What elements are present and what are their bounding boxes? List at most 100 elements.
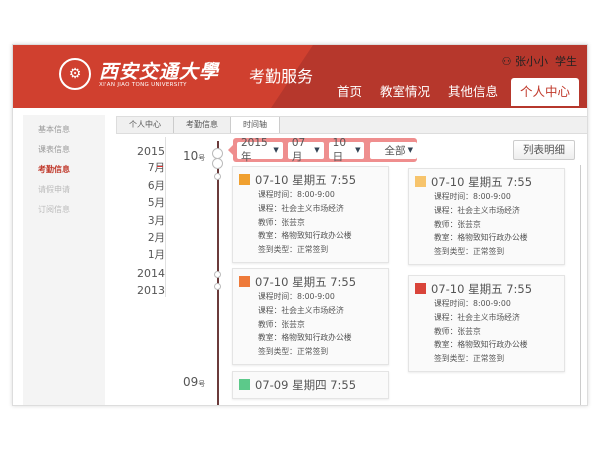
chevron-down-icon: ▼ bbox=[355, 146, 361, 154]
card-field-time: 课程时间：8:00-9:00 bbox=[409, 190, 564, 204]
breadcrumb-item[interactable]: 考勤信息 bbox=[174, 117, 231, 133]
card-datetime: 07-10 星期五 7:55 bbox=[255, 172, 357, 187]
card-field-course: 课程：社会主义市场经济 bbox=[233, 304, 388, 318]
year-item[interactable]: 2015 bbox=[137, 145, 165, 158]
card-field-type: 签到类型：正常签到 bbox=[409, 352, 564, 366]
card-datetime: 07-10 星期五 7:55 bbox=[431, 281, 533, 296]
user-name: 张小小 bbox=[515, 55, 548, 68]
sidebar-item-leave[interactable]: 请假申请 bbox=[38, 185, 70, 194]
date-filter-bar: 2015年 ▼ 07月 ▼ 10日 ▼ 全部 ▼ bbox=[228, 137, 417, 163]
type-select[interactable]: 全部 ▼ bbox=[370, 141, 417, 159]
day-number: 09 bbox=[183, 375, 199, 389]
nav-classroom[interactable]: 教室情况 bbox=[379, 84, 430, 99]
card-field-type: 签到类型：正常签到 bbox=[233, 243, 388, 257]
month-item[interactable]: 6月 bbox=[147, 179, 165, 192]
field-label: 课程时间： bbox=[434, 299, 473, 308]
card-field-room: 教室：格物致知行政办公楼 bbox=[409, 231, 564, 245]
card-field-time: 课程时间：8:00-9:00 bbox=[233, 290, 388, 304]
card-field-teacher: 教师：张芸京 bbox=[409, 218, 564, 232]
card-title: 07-10 星期五 7:55 bbox=[409, 173, 564, 190]
month-item[interactable]: 5月 bbox=[147, 197, 165, 210]
field-value: 8:00-9:00 bbox=[472, 192, 511, 201]
field-label: 课程： bbox=[434, 312, 458, 322]
year-select[interactable]: 2015年 ▼ bbox=[237, 137, 283, 163]
field-value: 格物致知行政办公楼 bbox=[457, 340, 528, 350]
attendance-card[interactable]: 07-10 星期五 7:55 课程时间：8:00-9:00 课程：社会主义市场经济教… bbox=[232, 166, 389, 263]
attendance-type-icon bbox=[415, 176, 426, 187]
card-field-room: 教室：格物致知行政办公楼 bbox=[409, 338, 564, 352]
sidebar: 基本信息 课表信息 考勤信息 请假申请 订阅信息 bbox=[23, 115, 105, 405]
field-label: 签到类型： bbox=[258, 245, 297, 255]
day-suffix: 号 bbox=[198, 154, 206, 162]
sidebar-item-attendance[interactable]: 考勤信息 bbox=[38, 165, 70, 174]
month-value: 07月 bbox=[291, 136, 306, 163]
field-label: 教室： bbox=[434, 340, 458, 350]
field-label: 教室： bbox=[258, 231, 282, 241]
field-label: 课程时间： bbox=[434, 192, 473, 201]
timeline-node bbox=[214, 173, 221, 180]
attendance-card[interactable]: 07-10 星期五 7:55 课程时间：8:00-9:00 课程：社会主义市场经济教… bbox=[232, 268, 389, 365]
card-title: 07-10 星期五 7:55 bbox=[233, 273, 388, 290]
field-label: 签到类型： bbox=[258, 347, 297, 357]
field-label: 教师： bbox=[434, 326, 458, 336]
month-select[interactable]: 07月 ▼ bbox=[287, 137, 324, 163]
year-item[interactable]: 2014 bbox=[137, 266, 165, 280]
attendance-type-icon bbox=[239, 379, 250, 390]
year-month-list: 2015 7月 6月 5月 3月 2月 1月 2014 2013 bbox=[123, 143, 165, 300]
field-value: 格物致知行政办公楼 bbox=[457, 233, 528, 243]
university-logo-text: 西安交通大學 bbox=[99, 61, 220, 83]
field-value: 张芸京 bbox=[281, 319, 305, 329]
field-value: 正常签到 bbox=[472, 354, 505, 364]
field-label: 课程： bbox=[434, 205, 458, 215]
field-label: 课程： bbox=[258, 203, 282, 213]
field-value: 8:00-9:00 bbox=[472, 299, 511, 308]
nav-home[interactable]: 首页 bbox=[336, 84, 362, 99]
header: ⚙ 西安交通大學 XI'AN JIAO TONG UNIVERSITY 考勤服务… bbox=[13, 45, 587, 108]
field-label: 课程： bbox=[258, 305, 282, 315]
attendance-card[interactable]: 07-09 星期四 7:55 bbox=[232, 371, 389, 399]
field-label: 课程时间： bbox=[258, 292, 297, 301]
card-field-course: 课程：社会主义市场经济 bbox=[409, 204, 564, 218]
nav-other-info[interactable]: 其他信息 bbox=[447, 84, 498, 99]
month-item[interactable]: 1月 bbox=[147, 249, 165, 262]
attendance-card[interactable]: 07-10 星期五 7:55 课程时间：8:00-9:00 课程：社会主义市场经济教… bbox=[408, 168, 565, 265]
field-value: 正常签到 bbox=[472, 247, 505, 257]
field-value: 张芸京 bbox=[457, 219, 481, 229]
day-value: 10日 bbox=[332, 136, 347, 163]
field-label: 教师： bbox=[258, 319, 282, 329]
nav-personal-center[interactable]: 个人中心 bbox=[510, 78, 579, 106]
field-value: 社会主义市场经济 bbox=[281, 203, 344, 213]
timeline-node bbox=[212, 158, 223, 169]
sidebar-item-subscription[interactable]: 订阅信息 bbox=[38, 205, 70, 214]
user-info[interactable]: ⚇ 张小小 学生 bbox=[502, 53, 577, 69]
month-item[interactable]: 7月 bbox=[147, 162, 165, 175]
scrollbar[interactable] bbox=[580, 165, 581, 405]
month-item[interactable]: 3月 bbox=[147, 214, 165, 227]
field-value: 张芸京 bbox=[457, 326, 481, 336]
month-item[interactable]: 2月 bbox=[147, 231, 165, 244]
field-value: 8:00-9:00 bbox=[296, 190, 335, 199]
year-item[interactable]: 2013 bbox=[137, 284, 165, 298]
field-value: 社会主义市场经济 bbox=[281, 305, 344, 315]
card-field-type: 签到类型：正常签到 bbox=[233, 345, 388, 359]
list-detail-button[interactable]: 列表明细 bbox=[513, 140, 575, 160]
field-value: 社会主义市场经济 bbox=[457, 205, 520, 215]
card-title: 07-10 星期五 7:55 bbox=[409, 280, 564, 297]
field-label: 教室： bbox=[258, 333, 282, 343]
field-label: 教师： bbox=[434, 219, 458, 229]
field-label: 教师： bbox=[258, 217, 282, 227]
field-value: 张芸京 bbox=[281, 217, 305, 227]
day-select[interactable]: 10日 ▼ bbox=[328, 137, 365, 163]
card-field-teacher: 教师：张芸京 bbox=[233, 216, 388, 230]
university-logo-en: XI'AN JIAO TONG UNIVERSITY bbox=[99, 82, 187, 88]
field-label: 签到类型： bbox=[434, 354, 473, 364]
sidebar-item-schedule[interactable]: 课表信息 bbox=[38, 145, 70, 154]
sidebar-item-basic-info[interactable]: 基本信息 bbox=[38, 125, 70, 134]
card-field-room: 教室：格物致知行政办公楼 bbox=[233, 229, 388, 243]
app-window: ⚙ 西安交通大學 XI'AN JIAO TONG UNIVERSITY 考勤服务… bbox=[12, 44, 588, 406]
breadcrumb-item[interactable]: 个人中心 bbox=[117, 117, 174, 133]
field-value: 正常签到 bbox=[296, 245, 329, 255]
attendance-card[interactable]: 07-10 星期五 7:55 课程时间：8:00-9:00 课程：社会主义市场经济教… bbox=[408, 275, 565, 372]
timeline-node bbox=[214, 271, 221, 278]
card-datetime: 07-10 星期五 7:55 bbox=[431, 174, 533, 189]
